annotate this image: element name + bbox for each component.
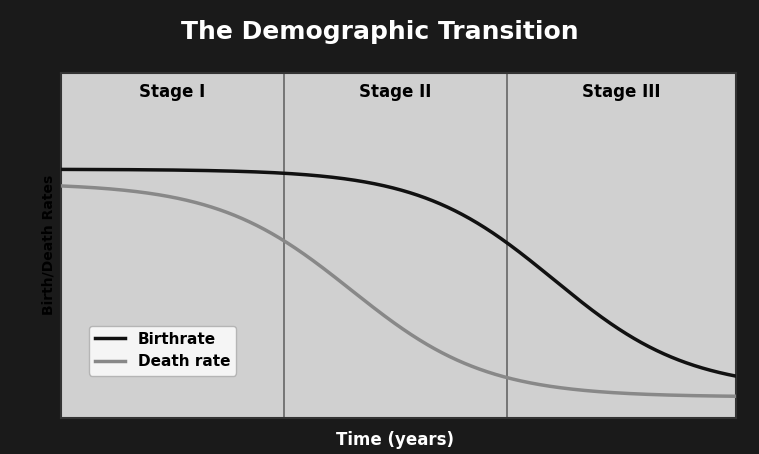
Y-axis label: Birth/Death Rates: Birth/Death Rates bbox=[41, 175, 55, 315]
Text: Stage I: Stage I bbox=[139, 83, 205, 101]
Text: Stage II: Stage II bbox=[359, 83, 431, 101]
Text: The Demographic Transition: The Demographic Transition bbox=[181, 20, 578, 44]
Text: Stage III: Stage III bbox=[582, 83, 660, 101]
Legend: Birthrate, Death rate: Birthrate, Death rate bbox=[89, 326, 236, 375]
Text: Time (years): Time (years) bbox=[335, 431, 454, 449]
